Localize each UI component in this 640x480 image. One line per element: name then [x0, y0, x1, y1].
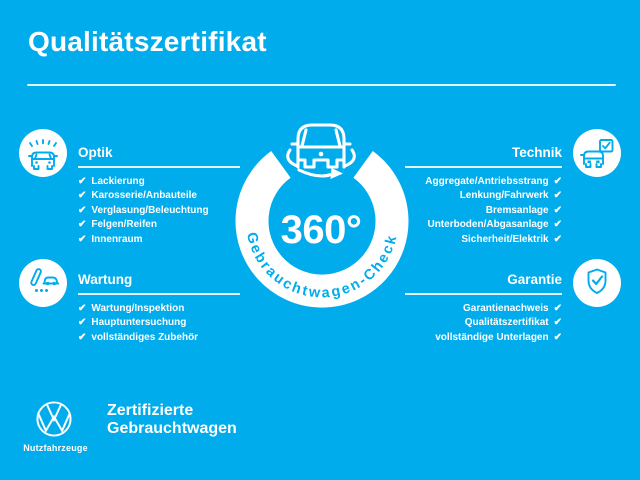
check-item-label: Lackierung [91, 175, 145, 187]
check-item-label: Wartung/Inspektion [91, 302, 185, 314]
check-icon: ✔ [78, 331, 87, 343]
check-icon: ✔ [78, 302, 87, 314]
check-icon: ✔ [78, 233, 87, 245]
car-shine-icon [19, 129, 67, 177]
check-list: ✔ Wartung/Inspektion ✔ Hauptuntersuchung ✔… [78, 302, 240, 343]
section-title: Technik [511, 145, 562, 160]
check-item: ✔ Innenraum [78, 233, 240, 245]
check-item-label: Unterboden/Abgasanlage [427, 219, 549, 231]
check-icon: ✔ [78, 219, 87, 231]
svg-text:Gebrauchtwagen-Check: Gebrauchtwagen-Check [243, 231, 401, 302]
check-item-label: vollständiges Zubehör [91, 331, 199, 343]
section-divider [78, 293, 240, 295]
title-divider [27, 84, 616, 86]
section-divider [405, 166, 562, 168]
check-item-label: Sicherheit/Elektrik [461, 233, 549, 245]
vw-logo [36, 401, 72, 437]
check-item: ✔ Wartung/Inspektion [78, 302, 240, 314]
check-item-label: Verglasung/Beleuchtung [91, 204, 209, 216]
check-item-label: Qualitätszertifikat [464, 317, 549, 329]
ring-arc [235, 151, 409, 308]
footer-tagline: Zertifizierte Gebrauchtwagen [107, 402, 237, 437]
check-item-label: Innenraum [91, 233, 143, 245]
check-list: ✔ Lackierung ✔ Karosserie/Anbauteile ✔ Verg… [78, 175, 240, 245]
check-item-label: vollständige Unterlagen [435, 331, 549, 343]
rotation-arrowhead [330, 168, 343, 179]
section-divider [405, 293, 562, 295]
check-item-label: Lenkung/Fahrwerk [459, 190, 549, 202]
car-checkbox-icon [573, 129, 621, 177]
check-icon: ✔ [553, 233, 562, 245]
check-item: Lenkung/Fahrwerk ✔ [405, 191, 562, 201]
check-icon: ✔ [553, 175, 562, 187]
check-item-label: Bremsanlage [485, 204, 549, 216]
check-item-label: Garantienachweis [463, 302, 549, 314]
check-item: Garantienachweis ✔ [405, 302, 562, 314]
check-item: ✔ Karosserie/Anbauteile [78, 191, 240, 201]
brand-label: Nutzfahrzeuge [23, 443, 88, 453]
check-item: ✔ vollständiges Zubehör [78, 331, 240, 343]
check-item: ✔ Lackierung [78, 175, 240, 187]
check-item: Bremsanlage ✔ [405, 204, 562, 216]
check-list: Garantienachweis ✔ Qualitätszertifikat ✔ v… [405, 302, 562, 343]
section-garantie: Garantie Garantienachweis ✔ Qualitätszert… [405, 272, 562, 343]
check-icon: ✔ [78, 190, 87, 202]
section-title: Optik [78, 145, 113, 160]
section-wartung: Wartung ✔ Wartung/Inspektion ✔ Hauptunters… [78, 272, 240, 343]
shield-check-icon [573, 259, 621, 307]
ring-label: Gebrauchtwagen-Check [243, 231, 399, 302]
check-item: Unterboden/Abgasanlage ✔ [405, 220, 562, 230]
check-icon: ✔ [78, 317, 87, 329]
section-divider [78, 166, 240, 168]
check-icon: ✔ [553, 204, 562, 216]
check-list: Aggregate/Antriebsstrang ✔ Lenkung/Fahrwe… [405, 175, 562, 245]
check-item-label: Karosserie/Anbauteile [91, 190, 197, 202]
check-icon: ✔ [553, 317, 562, 329]
check-icon: ✔ [78, 204, 87, 216]
check-icon: ✔ [553, 190, 562, 202]
check-item: ✔ Hauptuntersuchung [78, 318, 240, 328]
check-item: ✔ Verglasung/Beleuchtung [78, 204, 240, 216]
tagline-line-1: Zertifizierte [107, 402, 194, 419]
page-title: Qualitätszertifikat [28, 26, 267, 57]
check-item: ✔ Felgen/Reifen [78, 220, 240, 230]
check-item-label: Hauptuntersuchung [91, 317, 187, 329]
check-icon: ✔ [553, 219, 562, 231]
section-optik: Optik ✔ Lackierung ✔ Karosserie/Anbauteile… [78, 145, 240, 245]
section-title: Garantie [507, 272, 562, 287]
check-item: Sicherheit/Elektrik ✔ [405, 233, 562, 245]
check-item: Aggregate/Antriebsstrang ✔ [405, 175, 562, 187]
tagline-line-2: Gebrauchtwagen [107, 419, 237, 437]
service-tools-icon [19, 259, 67, 307]
check-icon: ✔ [553, 331, 562, 343]
check-item: vollständige Unterlagen ✔ [405, 331, 562, 343]
check-icon: ✔ [78, 175, 87, 187]
car-rotation-icon [286, 123, 356, 178]
check-item: Qualitätszertifikat ✔ [405, 318, 562, 328]
check-icon: ✔ [553, 302, 562, 314]
check-item-label: Felgen/Reifen [91, 219, 157, 231]
check-item-label: Aggregate/Antriebsstrang [425, 175, 549, 187]
degrees-label: 360° [281, 208, 362, 252]
section-title: Wartung [78, 272, 133, 287]
section-technik: Technik Aggregate/Antriebsstrang ✔ Lenkun… [405, 145, 562, 245]
